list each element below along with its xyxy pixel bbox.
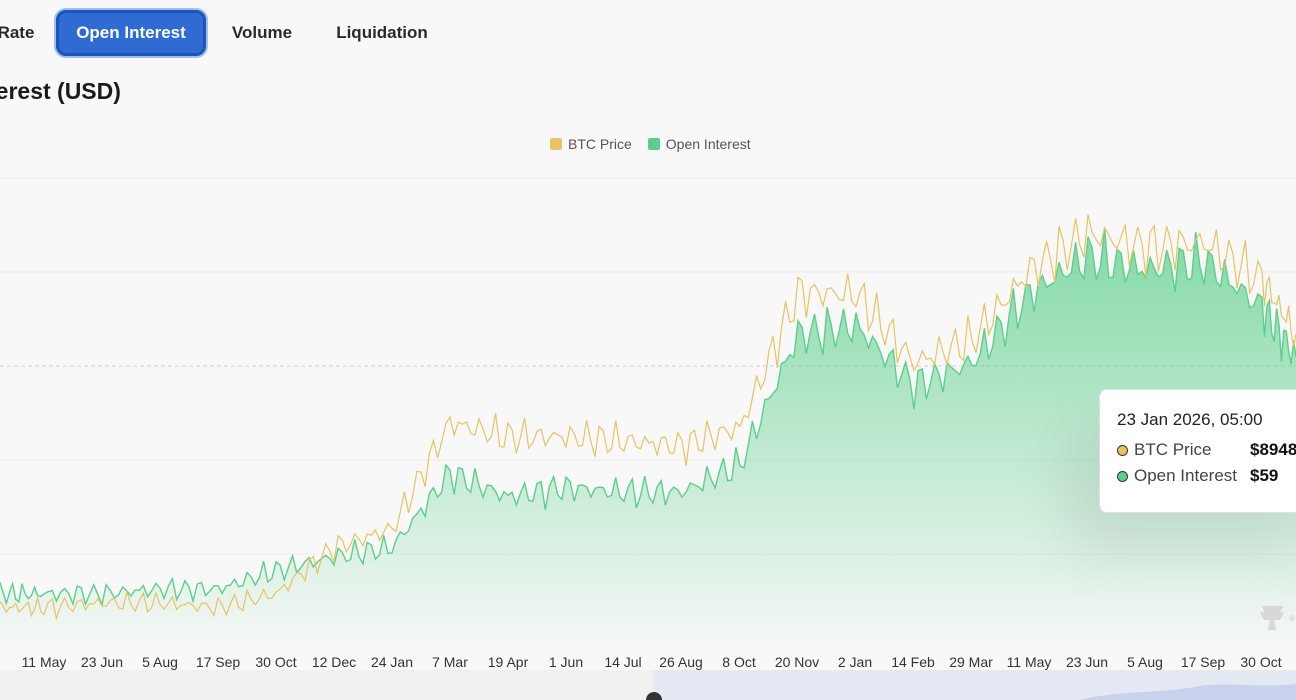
chart-legend: BTC Price Open Interest (550, 136, 751, 152)
x-tick-label: 17 Sep (1181, 654, 1226, 670)
tooltip-value-btc: $8948 (1250, 440, 1296, 459)
x-tick-label: 26 Aug (659, 654, 703, 670)
tooltip-row-oi: Open Interest $59 (1117, 466, 1296, 486)
x-tick-label: 23 Jun (81, 654, 123, 670)
x-tick-label: 29 Mar (949, 654, 993, 670)
chart-series (0, 214, 1296, 640)
legend-label-btc: BTC Price (568, 136, 632, 152)
tooltip-row-btc: BTC Price $8948 (1117, 440, 1296, 460)
watermark-logo-icon (1260, 606, 1295, 630)
legend-swatch-oi (647, 138, 660, 150)
legend-label-oi: Open Interest (665, 136, 751, 152)
tooltip-dot-oi (1117, 470, 1128, 482)
x-tick-label: 14 Feb (891, 654, 935, 670)
x-tick-label: 1 Jun (549, 654, 583, 670)
x-tick-label: 7 Mar (432, 654, 468, 670)
x-tick-label: 11 May (22, 654, 67, 670)
x-tick-label: 24 Jan (371, 654, 413, 670)
chart-range-scrollbar[interactable] (0, 670, 1296, 700)
tooltip-date: 23 Jan 2026, 05:00 (1117, 410, 1263, 429)
x-tick-label: 17 Sep (196, 654, 241, 670)
scrollbar-handle-icon[interactable] (646, 692, 662, 700)
legend-swatch-btc (550, 138, 562, 150)
tooltip-value-oi: $59 (1250, 466, 1279, 485)
btc-price-line (0, 214, 1296, 621)
x-tick-label: 30 Oct (1240, 654, 1281, 670)
x-tick-label: 5 Aug (1127, 654, 1163, 670)
open-interest-area (0, 228, 1296, 640)
x-tick-label: 5 Aug (142, 654, 178, 670)
x-tick-label: 8 Oct (722, 654, 756, 670)
tab-rate[interactable]: Rate (0, 23, 35, 42)
x-tick-label: 11 May (1007, 654, 1052, 670)
x-tick-label: 2 Jan (838, 654, 872, 670)
x-tick-label: 19 Apr (488, 654, 529, 670)
x-tick-label: 12 Dec (312, 654, 356, 670)
x-tick-label: 20 Nov (775, 654, 819, 670)
x-tick-label: 30 Oct (255, 654, 296, 670)
tab-bar: Rate Open Interest Volume Liquidation (0, 10, 600, 60)
chart-title: terest (USD) (0, 78, 121, 104)
open-interest-line (0, 228, 1296, 608)
tooltip-label-btc: BTC Price (1134, 440, 1212, 459)
tab-volume[interactable]: Volume (231, 23, 293, 42)
tooltip-dot-btc (1117, 444, 1128, 456)
legend-item-btc-price[interactable]: BTC Price (550, 136, 632, 152)
legend-item-open-interest[interactable]: Open Interest (647, 136, 751, 152)
tab-open-interest[interactable]: Open Interest (56, 10, 206, 56)
x-tick-label: 14 Jul (604, 654, 641, 670)
chart-tooltip: 23 Jan 2026, 05:00 BTC Price $8948 Open … (1099, 389, 1296, 513)
tooltip-label-oi: Open Interest (1134, 466, 1238, 485)
tab-liquidation[interactable]: Liquidation (336, 23, 428, 42)
x-tick-label: 23 Jun (1066, 654, 1108, 670)
